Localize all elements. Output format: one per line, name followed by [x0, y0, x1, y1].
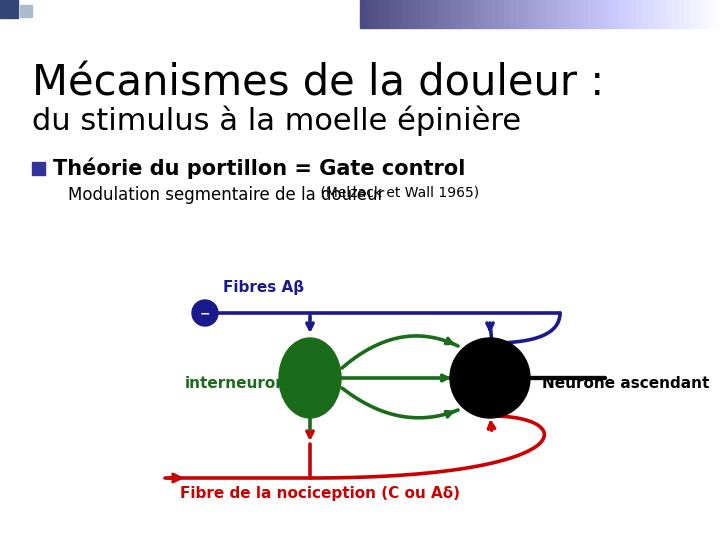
- Bar: [690, 0, 696, 28]
- Bar: [588, 0, 594, 28]
- Bar: [546, 0, 552, 28]
- Text: Fibre de la nociception (C ou Aδ): Fibre de la nociception (C ou Aδ): [180, 486, 460, 501]
- Bar: [492, 0, 498, 28]
- Bar: [378, 0, 384, 28]
- Bar: [708, 0, 714, 28]
- Bar: [498, 0, 504, 28]
- Text: Mécanismes de la douleur :: Mécanismes de la douleur :: [32, 62, 604, 104]
- Bar: [396, 0, 402, 28]
- Bar: [32, 162, 45, 175]
- Bar: [468, 0, 474, 28]
- Bar: [522, 0, 528, 28]
- Bar: [612, 0, 618, 28]
- Text: Neurone ascendant: Neurone ascendant: [542, 375, 709, 390]
- Bar: [678, 0, 684, 28]
- Bar: [660, 0, 666, 28]
- Text: (Melzack et Wall 1965): (Melzack et Wall 1965): [316, 186, 479, 200]
- Bar: [20, 5, 32, 17]
- Bar: [552, 0, 558, 28]
- Bar: [714, 0, 720, 28]
- Bar: [594, 0, 600, 28]
- Text: interneurone: interneurone: [185, 375, 297, 390]
- Bar: [0, 0, 18, 18]
- Bar: [636, 0, 642, 28]
- Bar: [642, 0, 648, 28]
- Bar: [426, 0, 432, 28]
- Bar: [540, 0, 546, 28]
- Bar: [402, 0, 408, 28]
- Bar: [510, 0, 516, 28]
- Bar: [672, 0, 678, 28]
- Bar: [576, 0, 582, 28]
- Bar: [558, 0, 564, 28]
- Bar: [462, 0, 468, 28]
- Bar: [624, 0, 630, 28]
- Bar: [696, 0, 702, 28]
- Bar: [486, 0, 492, 28]
- Bar: [444, 0, 450, 28]
- Bar: [630, 0, 636, 28]
- Bar: [582, 0, 588, 28]
- Text: Modulation segmentaire de la douleur: Modulation segmentaire de la douleur: [68, 186, 384, 204]
- Bar: [504, 0, 510, 28]
- Bar: [570, 0, 576, 28]
- Bar: [600, 0, 606, 28]
- Bar: [432, 0, 438, 28]
- Bar: [618, 0, 624, 28]
- Bar: [366, 0, 372, 28]
- Bar: [666, 0, 672, 28]
- Ellipse shape: [279, 338, 341, 418]
- Text: Fibres Aβ: Fibres Aβ: [223, 280, 304, 295]
- Bar: [702, 0, 708, 28]
- Bar: [390, 0, 396, 28]
- Bar: [654, 0, 660, 28]
- Bar: [474, 0, 480, 28]
- Bar: [360, 0, 366, 28]
- Bar: [438, 0, 444, 28]
- Text: Théorie du portillon = Gate control: Théorie du portillon = Gate control: [53, 157, 465, 179]
- Bar: [648, 0, 654, 28]
- Bar: [528, 0, 534, 28]
- Bar: [564, 0, 570, 28]
- Bar: [414, 0, 420, 28]
- Bar: [450, 0, 456, 28]
- Bar: [606, 0, 612, 28]
- Bar: [456, 0, 462, 28]
- Bar: [372, 0, 378, 28]
- Bar: [684, 0, 690, 28]
- Text: du stimulus à la moelle épinière: du stimulus à la moelle épinière: [32, 105, 521, 136]
- Circle shape: [192, 300, 218, 326]
- Text: −: −: [199, 307, 210, 321]
- Bar: [420, 0, 426, 28]
- Bar: [516, 0, 522, 28]
- Bar: [384, 0, 390, 28]
- Bar: [534, 0, 540, 28]
- Bar: [408, 0, 414, 28]
- Bar: [480, 0, 486, 28]
- Circle shape: [450, 338, 530, 418]
